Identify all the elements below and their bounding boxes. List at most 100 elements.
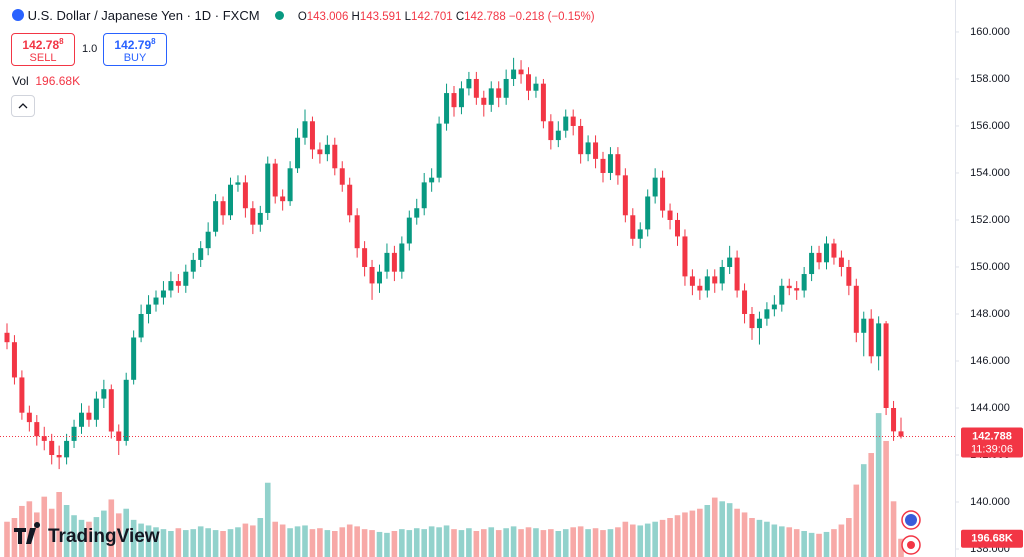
y-tick-label: 144.000 — [970, 402, 1010, 414]
volume-bar — [592, 528, 599, 557]
volume-bar — [257, 518, 264, 557]
candle-body — [131, 337, 137, 380]
candle-body — [846, 266, 852, 286]
volume-bar — [875, 413, 882, 557]
volume-bar — [428, 526, 435, 557]
volume-bar — [406, 530, 413, 557]
volume-bar — [101, 510, 107, 557]
volume-bar — [108, 499, 115, 557]
candle-body — [689, 276, 695, 286]
volume-bar — [823, 531, 830, 557]
candle-body — [742, 290, 748, 314]
volume-bar — [160, 529, 167, 557]
candle-body — [11, 342, 17, 378]
volume-bar — [279, 524, 286, 557]
candle-body — [667, 210, 673, 220]
volume-bar — [711, 497, 718, 557]
volume-bar — [235, 527, 241, 557]
candle-body — [764, 309, 770, 319]
volume-tag — [961, 529, 1023, 548]
candle-body — [734, 257, 740, 291]
volume-bar — [71, 515, 77, 557]
volume-bar — [264, 482, 271, 557]
volume-bar — [488, 527, 495, 557]
candle-body — [317, 149, 323, 155]
l-value: 142.701 — [411, 11, 453, 23]
candle-body — [4, 332, 10, 343]
volume-bar — [34, 512, 40, 557]
candle-body — [347, 184, 353, 216]
collapse-button[interactable] — [11, 95, 35, 117]
candle-body — [280, 196, 286, 202]
candle-body — [34, 422, 40, 437]
sell-button[interactable]: 142.788 SELL — [11, 33, 75, 66]
candle-body — [645, 196, 651, 230]
candle-body — [779, 285, 785, 305]
volume-bar — [749, 518, 755, 557]
c-key: C — [455, 11, 465, 23]
candle-body — [391, 252, 397, 272]
volume-bar — [503, 528, 509, 557]
candle-body — [563, 116, 569, 131]
volume-bar — [205, 528, 211, 557]
candle-body — [578, 125, 584, 155]
volume-bar — [41, 496, 48, 557]
buy-button[interactable]: 142.798 BUY — [103, 33, 167, 66]
candle-body — [19, 377, 25, 413]
candle-body — [56, 455, 62, 458]
candle-body — [466, 78, 472, 89]
candle-body — [816, 252, 822, 263]
candle-body — [473, 78, 479, 98]
candle-body — [898, 431, 904, 437]
volume-bar — [726, 503, 733, 557]
volume-bar — [250, 525, 256, 557]
candle-body — [287, 168, 293, 202]
volume-bar — [548, 529, 554, 557]
price-axis: 138.000140.000142.000144.000146.000148.0… — [955, 26, 1023, 555]
volume-bar — [287, 528, 293, 557]
volume-bar — [518, 529, 524, 557]
volume-bar — [860, 464, 867, 557]
candle-body — [511, 69, 517, 79]
candle-body — [697, 285, 703, 291]
volume-bar — [808, 532, 815, 557]
volume-bar — [719, 501, 725, 557]
volume-legend: Vol 196.68K — [12, 74, 80, 88]
candle-body — [302, 121, 308, 138]
volume-layer — [4, 413, 904, 557]
volume-bar — [622, 521, 629, 557]
candle-body — [93, 398, 99, 420]
vol-key: Vol — [12, 74, 29, 88]
c-value: 142.788 — [464, 11, 506, 23]
candle-body — [660, 177, 666, 211]
candle-body — [421, 182, 427, 209]
last-price-tag — [961, 427, 1023, 458]
candle-layer — [0, 57, 955, 470]
volume-bar — [78, 519, 85, 557]
volume-bar — [801, 531, 807, 557]
volume-bar — [421, 529, 427, 557]
candle-body — [868, 318, 874, 357]
candle-body — [593, 142, 599, 159]
volume-bar — [756, 519, 763, 557]
candle-body — [451, 93, 457, 108]
buy-price: 142.79 — [114, 38, 152, 52]
candle-body — [123, 379, 129, 441]
volume-bar — [369, 530, 375, 557]
candle-body — [749, 313, 755, 329]
y-tick-label: 152.000 — [970, 214, 1010, 226]
market-status[interactable] — [275, 11, 285, 20]
volume-bar — [451, 529, 457, 557]
candle-body — [637, 229, 643, 239]
candle-body — [213, 201, 219, 232]
volume-bar — [56, 492, 62, 557]
candle-body — [160, 290, 166, 298]
candle-body — [771, 304, 777, 310]
candle-body — [79, 412, 84, 427]
candle-body — [399, 243, 405, 272]
volume-bar — [93, 517, 100, 557]
h-key: H — [351, 11, 360, 23]
volume-bar — [831, 529, 837, 557]
